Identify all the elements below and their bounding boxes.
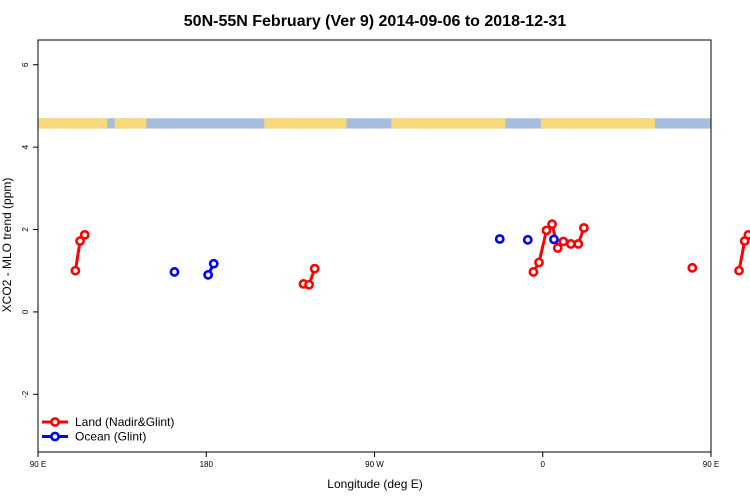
data-point bbox=[558, 236, 569, 247]
x-tick-label: 90 W bbox=[365, 460, 384, 469]
data-point bbox=[75, 236, 85, 246]
data-point bbox=[743, 229, 750, 240]
data-point bbox=[169, 267, 180, 277]
data-point bbox=[573, 239, 584, 249]
land-band-segment bbox=[114, 118, 147, 129]
y-tick-label: 6 bbox=[21, 62, 30, 67]
data-point bbox=[565, 239, 576, 249]
data-point bbox=[70, 265, 81, 276]
data-point bbox=[522, 234, 533, 245]
legend-label: Ocean (Glint) bbox=[75, 430, 146, 444]
y-tick-label: 4 bbox=[21, 144, 30, 149]
data-point bbox=[541, 225, 552, 236]
land-band-segment bbox=[540, 118, 655, 129]
data-point bbox=[534, 257, 544, 268]
data-point bbox=[734, 265, 744, 276]
x-tick-label: 90 E bbox=[703, 460, 719, 469]
x-tick-label: 0 bbox=[541, 460, 546, 469]
data-point bbox=[687, 262, 698, 273]
y-tick-label: 2 bbox=[21, 227, 30, 232]
data-point bbox=[494, 234, 505, 244]
y-tick-label: 0 bbox=[21, 309, 30, 314]
data-point bbox=[547, 219, 557, 230]
land-band-segment bbox=[38, 118, 108, 129]
y-axis: -2 0 2 4 6 bbox=[21, 62, 38, 398]
data-point bbox=[549, 234, 559, 245]
data-point bbox=[528, 267, 539, 277]
land-ocean-band bbox=[38, 118, 711, 129]
land-band-segment bbox=[264, 118, 347, 129]
data-point bbox=[578, 222, 589, 233]
y-tick-label: -2 bbox=[21, 390, 30, 398]
legend: Land (Nadir&Glint)Ocean (Glint) bbox=[42, 415, 174, 444]
legend-marker bbox=[50, 431, 60, 442]
x-tick-label: 180 bbox=[200, 460, 214, 469]
x-axis-label: Longitude (deg E) bbox=[327, 477, 422, 491]
data-point bbox=[552, 243, 563, 253]
series-land-nadir-glint bbox=[70, 219, 750, 290]
series-ocean-glint bbox=[169, 234, 559, 280]
data-point bbox=[304, 279, 314, 290]
legend-label: Land (Nadir&Glint) bbox=[75, 415, 174, 429]
legend-marker bbox=[50, 417, 60, 427]
data-point bbox=[309, 263, 320, 274]
data-point bbox=[79, 229, 90, 240]
land-band-segment bbox=[391, 118, 506, 129]
ocean-band bbox=[38, 118, 711, 129]
x-axis: 90 E 180 90 W 0 90 E bbox=[30, 452, 719, 469]
y-axis-label: XCO2 - MLO trend (ppm) bbox=[0, 178, 14, 313]
series-layer bbox=[70, 219, 750, 290]
data-point bbox=[208, 258, 219, 269]
x-tick-label: 90 E bbox=[30, 460, 46, 469]
data-point bbox=[203, 269, 214, 280]
chart-title: 50N-55N February (Ver 9) 2014-09-06 to 2… bbox=[184, 13, 567, 30]
plot-frame bbox=[37, 39, 712, 453]
